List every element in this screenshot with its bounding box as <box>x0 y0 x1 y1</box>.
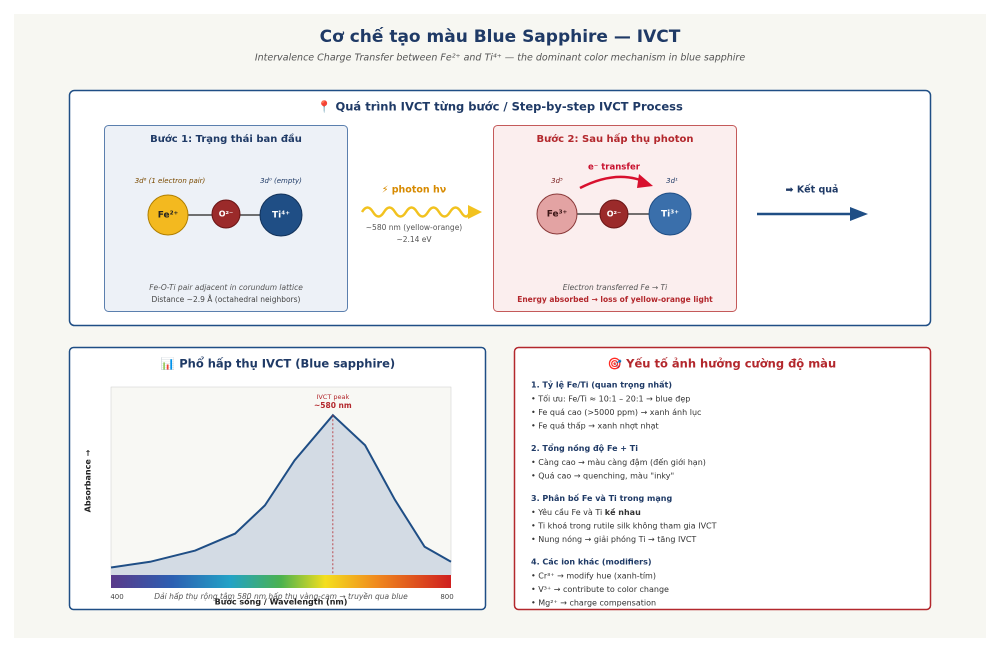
bullet: • Fe quá cao (>5000 ppm) → xanh ánh lục <box>531 408 701 418</box>
page-subtitle: Intervalence Charge Transfer between Fe²… <box>255 53 745 64</box>
x-tick-label: 800 <box>440 593 453 601</box>
transfer-arrowhead <box>637 174 653 188</box>
step1-label-left: 3d⁶ (1 electron pair) <box>135 177 206 185</box>
photon-arrowhead <box>468 205 482 219</box>
ion-label: Fe³⁺ <box>547 210 568 220</box>
ti-ion <box>259 193 303 237</box>
section-heading: 2. Tổng nồng độ Fe + Ti <box>531 442 638 453</box>
step2-label-right: 3d¹ <box>666 177 678 185</box>
process-title: 📍 Quá trình IVCT từng bước / Step-by-ste… <box>317 100 683 114</box>
peak-label: IVCT peak <box>316 393 349 401</box>
photon-label: ⚡ photon hν <box>382 185 447 196</box>
y-axis-label: Absorbance → <box>84 449 93 512</box>
transfer-arrow <box>579 175 644 190</box>
bullet: • Cr³⁺ → modify hue (xanh-tím) <box>531 571 656 580</box>
fe-ion <box>536 193 578 235</box>
factors-panel <box>513 346 932 611</box>
bullet: • Fe quá thấp → xanh nhợt nhạt <box>531 420 659 431</box>
photon-wave <box>360 206 472 218</box>
plot: IVCT peak~580 nm <box>110 386 452 576</box>
photon-energy: ~2.14 eV <box>396 235 432 244</box>
bullet-bold: kề nhau <box>605 507 641 517</box>
ion-label: Ti³⁺ <box>661 210 679 220</box>
photon-wavelength: ~580 nm (yellow-orange) <box>366 223 463 232</box>
ion-label: Fe²⁺ <box>158 211 179 221</box>
ion-label: O²⁻ <box>607 210 622 219</box>
ion-label: O²⁻ <box>219 210 234 219</box>
ti-ion <box>648 192 692 236</box>
bullet-text: • Fe quá cao (>5000 ppm) → xanh ánh lục <box>531 408 701 418</box>
result-arrowhead <box>850 207 868 221</box>
section-heading: 4. Các ion khác (modifiers) <box>531 558 652 567</box>
ion-label: Ti⁴⁺ <box>272 211 290 221</box>
bullet: • Mg²⁺ → charge compensation <box>531 598 656 607</box>
step1-title: Bước 1: Trạng thái ban đầu <box>150 133 302 145</box>
bullet: • Quá cao → quenching, màu "inky" <box>531 471 674 480</box>
page-title: Cơ chế tạo màu Blue Sapphire — IVCT <box>320 26 681 47</box>
o-ion <box>211 199 241 229</box>
section-heading: 1. Tỷ lệ Fe/Ti (quan trọng nhất) <box>531 380 672 390</box>
bullet-text: • Quá cao → quenching, màu "inky" <box>531 471 674 480</box>
bullet-text: • Ti khoá trong rutile silk không tham g… <box>531 520 717 530</box>
step2-detail: Energy absorbed → loss of yellow-orange … <box>517 295 713 304</box>
bullet-text: • Cr³⁺ → modify hue (xanh-tím) <box>531 571 656 580</box>
bullet-text: • Tối ưu: Fe/Ti ≈ 10:1 – 20:1 → blue đẹp <box>531 393 690 403</box>
fe-ion <box>147 194 189 236</box>
step2-label-left: 3d⁵ <box>551 177 563 185</box>
bullet: • V³⁺ → contribute to color change <box>531 585 669 594</box>
step2-title: Bước 2: Sau hấp thụ photon <box>537 132 694 145</box>
bullet-text: • Mg²⁺ → charge compensation <box>531 598 656 607</box>
bullet-text: • Nung nóng → giải phóng Ti → tăng IVCT <box>531 534 696 544</box>
peak-value-label: ~580 nm <box>314 401 352 410</box>
o-ion <box>599 199 629 229</box>
step1-label-right: 3d⁰ (empty) <box>260 177 302 185</box>
bullet-text: • Yêu cầu Fe và Ti <box>531 507 605 517</box>
result-label: ➡ Kết quả <box>786 185 839 196</box>
step2-note: Electron transferred Fe → Ti <box>563 283 668 292</box>
bullet: • Nung nóng → giải phóng Ti → tăng IVCT <box>531 534 696 544</box>
x-tick-label: 400 <box>110 593 123 601</box>
chart-title: 📊 Phổ hấp thụ IVCT (Blue sapphire) <box>161 356 395 371</box>
step1-detail: Distance ~2.9 Å (octahedral neighbors) <box>152 295 301 304</box>
bullet: • Yêu cầu Fe và Ti kề nhau <box>531 507 641 517</box>
x-axis-label: Bước sóng / Wavelength (nm) <box>215 597 348 607</box>
bullet: • Càng cao → màu càng đậm (đến giới hạn) <box>531 457 706 468</box>
bullet: • Ti khoá trong rutile silk không tham g… <box>531 520 717 530</box>
factors-title: 🎯 Yếu tố ảnh hưởng cường độ màu <box>608 357 836 371</box>
area-fill <box>111 415 451 575</box>
bullet-text: • V³⁺ → contribute to color change <box>531 585 669 594</box>
step1-note: Fe-O-Ti pair adjacent in corundum lattic… <box>149 283 303 292</box>
absorbance-line <box>110 413 452 569</box>
transfer-label: e⁻ transfer <box>588 163 641 173</box>
section-heading: 3. Phân bố Fe và Ti trong mạng <box>531 493 672 503</box>
spectrum-bar <box>111 575 451 588</box>
bullet: • Tối ưu: Fe/Ti ≈ 10:1 – 20:1 → blue đẹp <box>531 393 690 403</box>
factors-list: 1. Tỷ lệ Fe/Ti (quan trọng nhất) • Tối ưu… <box>531 380 717 608</box>
chart-caption: Dải hấp thụ rộng tâm 580 nm hấp thụ vàng… <box>154 592 408 601</box>
bullet-text: • Fe quá thấp → xanh nhợt nhạt <box>531 420 659 431</box>
bullet-text: • Càng cao → màu càng đậm (đến giới hạn) <box>531 457 706 468</box>
